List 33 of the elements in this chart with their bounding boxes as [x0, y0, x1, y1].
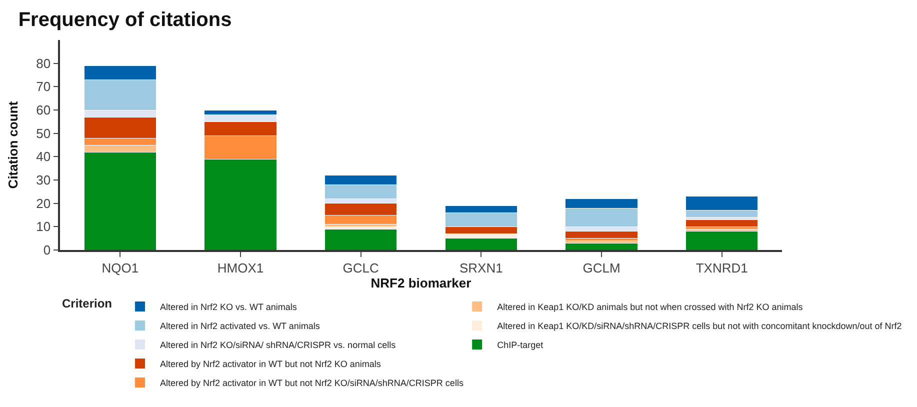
bar — [324, 228, 398, 250]
legend-label: Altered by Nrf2 activator in WT but not Nrf2 KO animals — [160, 359, 382, 370]
x-tick-label: NQO1 — [102, 260, 139, 276]
legend-title: Criterion — [62, 296, 112, 311]
y-tick-label: 60 — [36, 102, 51, 118]
y-tick-label: 0 — [43, 242, 51, 258]
y-tick-label: 80 — [36, 56, 51, 71]
bar — [444, 238, 518, 250]
y-tick-label: 20 — [36, 196, 51, 211]
y-tick-label: 50 — [36, 126, 51, 141]
legend-label: Altered by Nrf2 activator in WT but not Nrf2 KO/siRNA/shRNA/CRISPR cells — [160, 378, 464, 388]
chart-title: Frequency of citations — [18, 9, 232, 32]
bar — [685, 219, 758, 227]
bar — [565, 242, 638, 250]
y-tick-label: 10 — [36, 219, 51, 234]
x-axis-title: NRF2 biomarker — [370, 275, 472, 290]
bar — [685, 231, 758, 250]
legend-label: Altered in Nrf2 KO/siRNA/ shRNA/CRISPR vs. normal cells — [160, 340, 396, 350]
y-tick-label: 70 — [36, 79, 51, 94]
x-tick-label: HMOX1 — [217, 260, 264, 276]
x-tick-label: TXNRD1 — [696, 260, 748, 276]
legend-label: ChIP-target — [497, 340, 544, 350]
x-tick-label: SRXN1 — [459, 260, 503, 276]
legend-label: Altered in Nrf2 activated vs. WT animals — [160, 321, 320, 332]
legend-label: Altered in Keap1 KO/KD/siRNA/shRNA/CRISPR cells but not with concomitant knockdown/out of Nrf2 — [497, 321, 902, 332]
x-tick-label: GCLM — [582, 260, 620, 276]
y-tick-label: 40 — [36, 149, 51, 164]
legend-label: Altered in Keap1 KO/KD animals but not when crossed with Nrf2 KO animals — [497, 302, 804, 312]
x-tick-label: GCLC — [342, 260, 379, 276]
y-tick-label: 30 — [36, 172, 51, 188]
legend-label: Altered in Nrf2 KO vs. WT animals — [160, 302, 298, 312]
y-axis-title: Citation count — [6, 100, 21, 189]
bar — [565, 231, 638, 239]
